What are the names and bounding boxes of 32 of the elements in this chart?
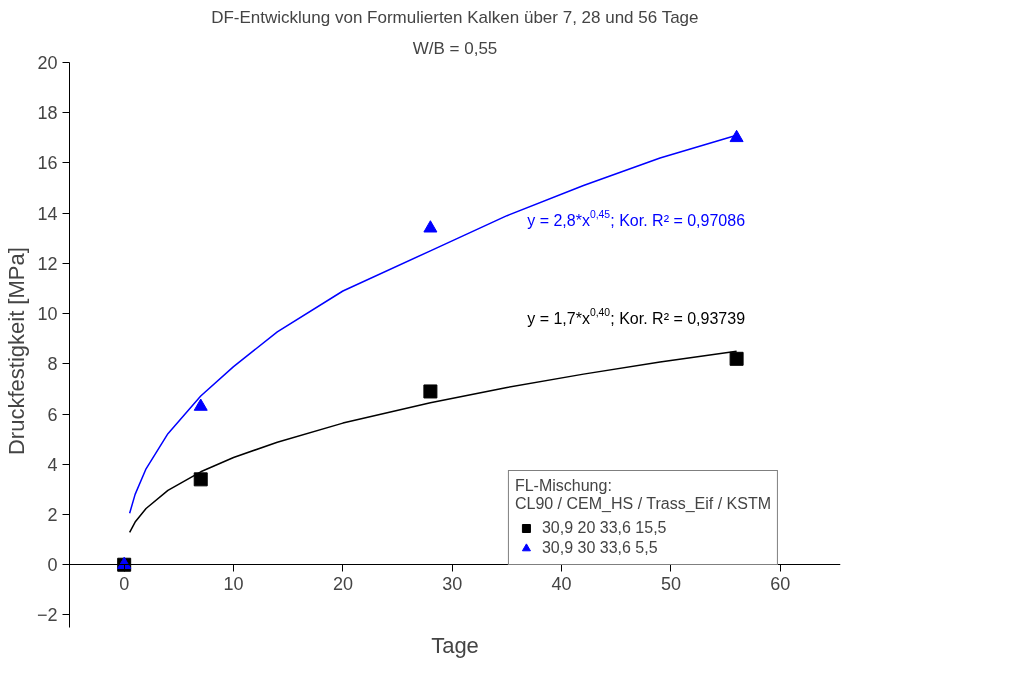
point (423, 220, 438, 233)
legend-label: 30,9 30 33,6 5,5 (541, 539, 658, 557)
x-tick-label: 0 (119, 573, 130, 594)
legend-title: FL-Mischung: CL90 / CEM_HS / Trass_Eif / KSTM (514, 477, 771, 513)
chart-subtitle: W/B = 0,55 (412, 38, 498, 58)
y-tick-label: 18 (37, 103, 58, 124)
x-tick-label: 10 (223, 573, 244, 594)
y-tick-label: 0 (47, 555, 58, 576)
y-tick-label: 6 (47, 404, 58, 425)
y-tick-label: 16 (37, 153, 58, 174)
y-axis-title: Druckfestigkeit [MPa] (3, 247, 29, 456)
point (193, 398, 208, 411)
x-axis-title: Tage (431, 632, 479, 658)
y-tick-label: −2 (36, 605, 58, 626)
y-tick-label: 2 (47, 505, 58, 525)
point (193, 472, 208, 487)
x-tick-label: 40 (551, 573, 572, 594)
x-tick-label: 20 (332, 573, 353, 594)
y-tick-label: 14 (37, 203, 58, 224)
x-tick-label: 30 (442, 573, 463, 594)
chart-title: DF-Entwicklung von Formulierten Kalken über 7, 28 und 56 Tage (211, 7, 699, 27)
x-tick-label: 60 (770, 573, 791, 594)
point (729, 351, 744, 366)
y-tick-label: 20 (37, 53, 58, 73)
y-tick-label: 12 (37, 253, 58, 274)
point (729, 129, 744, 143)
y-tick-label: 10 (37, 304, 58, 325)
point (423, 384, 438, 399)
legend-label: 30,9 20 33,6 15,5 (541, 519, 667, 537)
y-tick-label: 8 (47, 354, 58, 375)
x-tick-label: 50 (660, 573, 682, 594)
y-tick-label: 4 (47, 454, 58, 475)
